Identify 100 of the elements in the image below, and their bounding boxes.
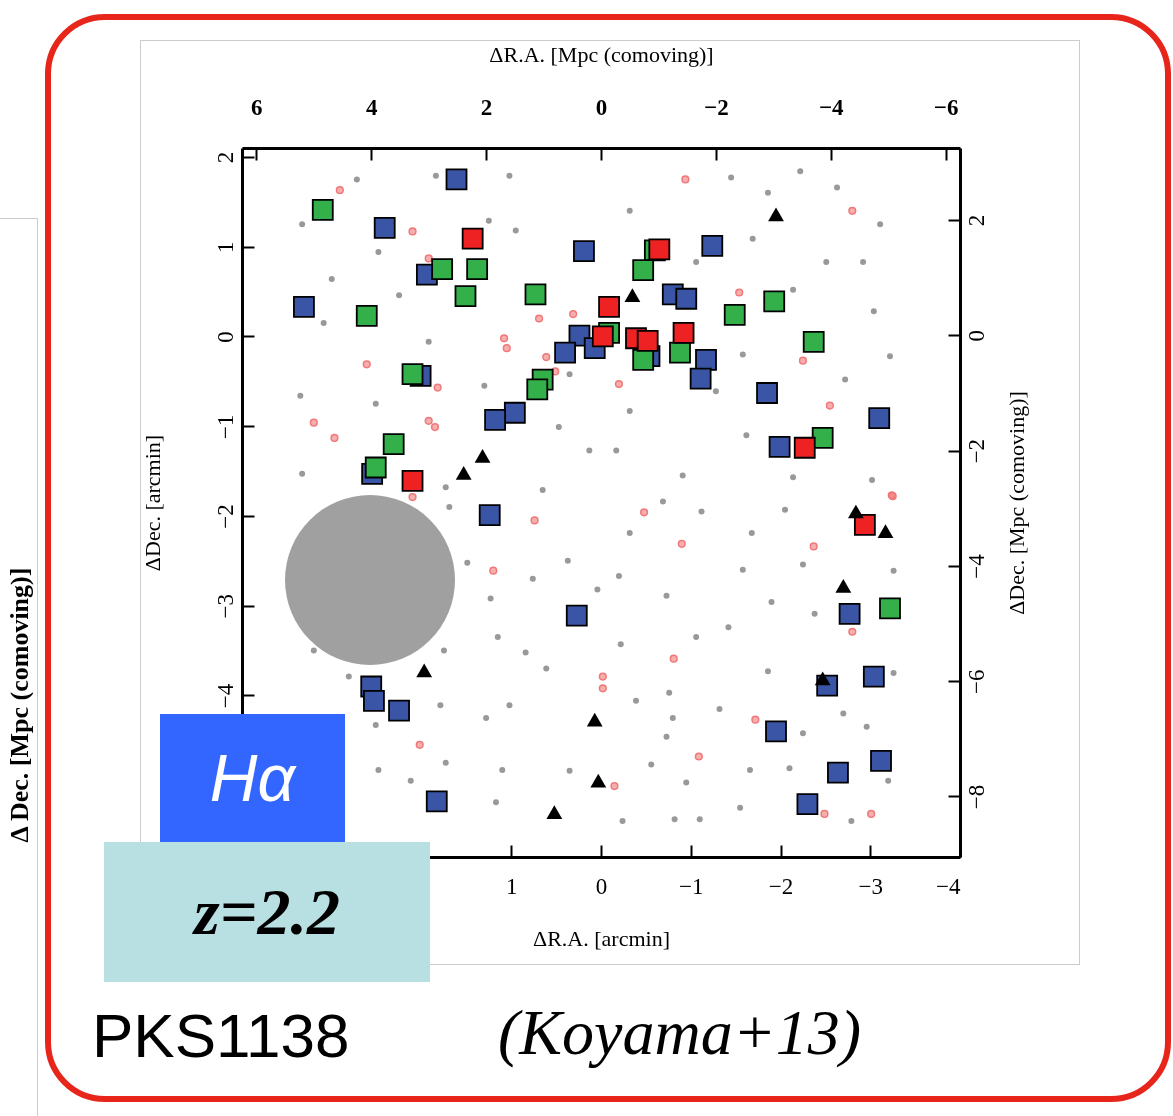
point <box>879 597 901 620</box>
text: (Koyama+13) <box>498 997 862 1068</box>
point <box>735 288 744 297</box>
x2-tick-label: −6 <box>933 94 959 120</box>
point <box>431 258 454 281</box>
point <box>424 416 433 425</box>
point <box>648 238 671 261</box>
point <box>364 456 387 479</box>
text: Δ Dec. [Mpc (comoving)] <box>5 567 34 843</box>
point <box>838 602 861 625</box>
point <box>669 654 678 663</box>
point <box>598 672 607 681</box>
point <box>694 752 703 761</box>
point <box>870 750 892 772</box>
x2-tick-label: 4 <box>365 94 378 120</box>
point <box>502 344 511 353</box>
point <box>809 542 818 551</box>
point <box>632 259 655 281</box>
point <box>820 809 829 819</box>
point <box>827 761 849 784</box>
point <box>499 334 509 343</box>
point <box>293 295 315 318</box>
point <box>565 604 588 627</box>
point <box>689 367 712 390</box>
point <box>415 740 424 749</box>
point <box>867 809 876 819</box>
text: z=2.2 <box>194 874 340 950</box>
point <box>445 168 468 191</box>
point <box>573 240 595 263</box>
point <box>695 348 717 371</box>
point <box>362 360 371 369</box>
point <box>542 353 551 362</box>
point <box>408 227 417 236</box>
point <box>311 199 334 221</box>
point <box>848 627 857 636</box>
x2-tick-label: −4 <box>818 94 845 120</box>
x-tick-label: 0 <box>595 873 608 899</box>
point <box>355 304 378 327</box>
y-tick-label: 2 <box>212 151 238 164</box>
point <box>569 309 578 319</box>
point <box>590 773 607 788</box>
x2-tick-label: −2 <box>704 94 729 120</box>
y2-tick-label: 0 <box>963 330 989 342</box>
point <box>677 539 686 548</box>
point <box>335 186 344 195</box>
point <box>614 379 624 389</box>
point <box>433 383 442 392</box>
point <box>751 715 760 724</box>
point <box>765 720 787 743</box>
point <box>526 378 549 401</box>
point <box>811 426 834 449</box>
y-tick-label: 1 <box>212 241 238 253</box>
point <box>591 325 614 348</box>
point <box>586 712 603 727</box>
x-axis-title: ΔR.A. [arcmin] <box>533 925 670 951</box>
point <box>701 234 724 257</box>
x2-tick-label: 2 <box>480 94 493 120</box>
point <box>598 295 620 318</box>
point <box>669 341 691 364</box>
point <box>363 689 385 712</box>
point <box>825 401 834 410</box>
point <box>416 663 433 678</box>
x-tick-label: −2 <box>768 873 794 899</box>
point <box>636 330 659 352</box>
point <box>802 330 825 353</box>
point <box>639 508 649 517</box>
y-tick-label: −3 <box>212 593 238 619</box>
point <box>408 493 417 502</box>
annotation: Hα <box>209 740 296 816</box>
y2-tick-label: −2 <box>963 438 989 464</box>
y-tick-label: 0 <box>212 331 238 343</box>
point <box>425 790 448 813</box>
point <box>847 504 864 519</box>
point <box>868 407 891 430</box>
point <box>624 288 641 303</box>
point <box>672 321 695 344</box>
point <box>862 665 885 688</box>
point <box>534 314 544 323</box>
point <box>798 356 808 365</box>
y2-tick-label: −6 <box>963 669 989 694</box>
y2-axis-title: ΔDec. [Mpc (comoving)] <box>1003 391 1029 615</box>
y-tick-label: −1 <box>212 414 238 439</box>
y2-tick-label: 2 <box>963 214 989 227</box>
point <box>430 423 440 432</box>
point <box>388 699 410 722</box>
point <box>681 175 690 184</box>
point <box>455 466 472 480</box>
point <box>756 382 778 404</box>
point <box>598 684 607 693</box>
point <box>454 285 477 307</box>
y-tick-label: −4 <box>212 683 238 709</box>
y2-tick-label: −8 <box>963 784 989 810</box>
point <box>373 216 396 239</box>
point <box>723 304 746 326</box>
point <box>478 504 501 526</box>
x-tick-label: −1 <box>679 873 704 899</box>
point <box>632 348 655 371</box>
y-axis-title: ΔDec. [arcmin] <box>139 434 165 572</box>
x2-axis-title: ΔR.A. [Mpc (comoving)] <box>489 41 714 67</box>
point <box>466 258 489 281</box>
